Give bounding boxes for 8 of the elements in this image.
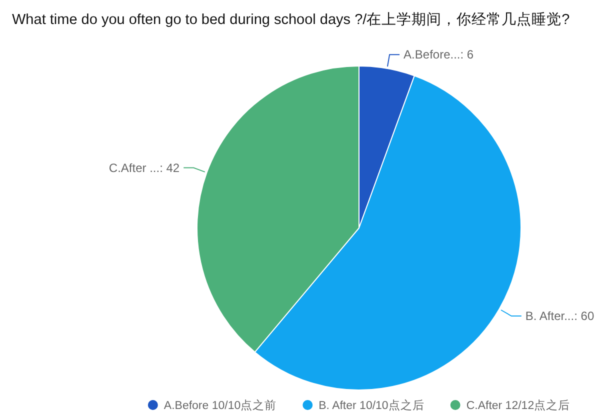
data-label: A.Before...: 6 xyxy=(404,48,474,62)
data-label: C.After ...: 42 xyxy=(108,160,180,175)
data-label: B. After...: 60 xyxy=(525,309,594,323)
chart-title: What time do you often go to bed during school days ?/在上学期间，你经常几点睡觉? xyxy=(12,11,570,28)
pie-slice xyxy=(254,75,522,390)
legend-label: A.Before 10/10点之前 xyxy=(164,398,277,412)
legend-label: B. After 10/10点之后 xyxy=(318,398,424,412)
legend-label: C.After 12/12点之后 xyxy=(466,398,570,412)
